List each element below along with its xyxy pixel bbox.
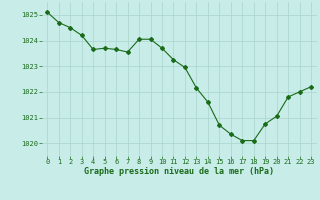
X-axis label: Graphe pression niveau de la mer (hPa): Graphe pression niveau de la mer (hPa) [84, 167, 274, 176]
